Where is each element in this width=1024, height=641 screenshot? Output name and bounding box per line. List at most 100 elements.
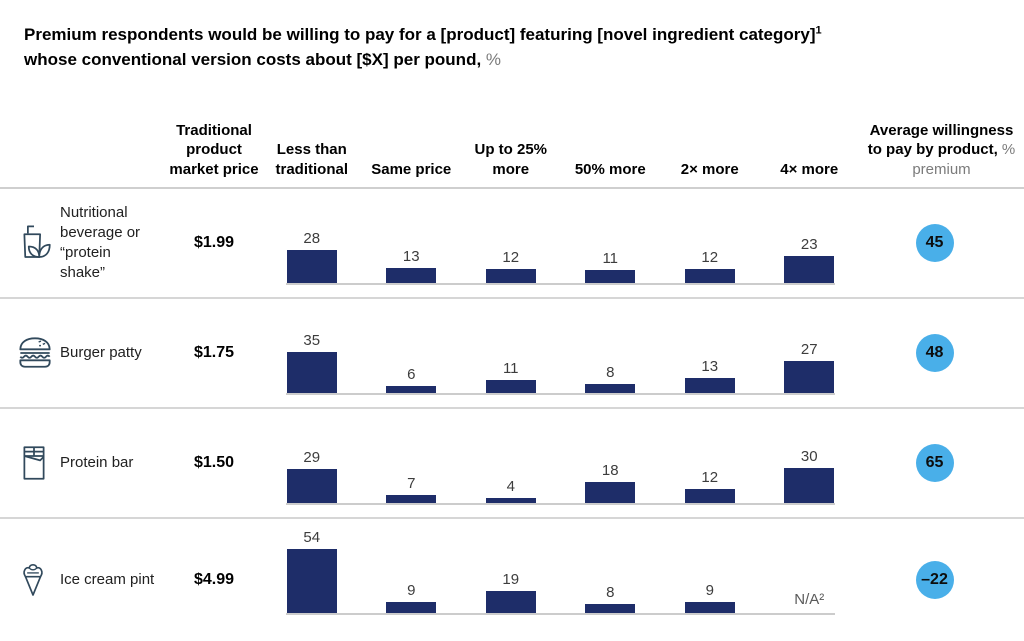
bar-cell: 8 <box>561 305 661 395</box>
bar <box>286 351 337 394</box>
bar-value-label: 13 <box>701 357 719 375</box>
bar-cell: 9 <box>660 525 760 615</box>
average-cell: –22 <box>859 561 1024 600</box>
bar-value-label: 12 <box>701 248 719 266</box>
na-label: N/A² <box>794 591 825 609</box>
title-unit: % <box>481 50 502 70</box>
bar <box>386 385 437 394</box>
bar <box>784 361 835 394</box>
bar-value-label: 35 <box>303 331 321 349</box>
bar-value-label: 8 <box>606 363 615 381</box>
price-value: $1.50 <box>193 454 235 472</box>
bar-value-label: 11 <box>602 250 619 268</box>
bar-value-label: 27 <box>800 341 818 359</box>
bar <box>585 603 636 614</box>
bar-cell: 12 <box>461 195 561 285</box>
bar-cell: 30 <box>760 415 860 505</box>
table-row: Nutritional beverage or “protein shake” … <box>0 189 1024 300</box>
bar-value-label: 9 <box>407 582 416 600</box>
bar <box>684 488 735 504</box>
bar-cell: 12 <box>660 195 760 285</box>
product-label: Nutritional beverage or “protein shake” <box>60 204 141 281</box>
bar <box>485 380 536 394</box>
average-badge: 48 <box>915 334 954 373</box>
bar-cell: 13 <box>660 305 760 395</box>
bar <box>286 468 337 504</box>
bar-value-label: 13 <box>402 247 420 265</box>
bar <box>585 270 636 284</box>
bar <box>286 549 337 614</box>
bars-area: 28 13 12 11 12 23 <box>262 195 860 286</box>
title-line-1: Premium respondents would be willing to … <box>24 24 822 45</box>
bar <box>684 377 735 394</box>
bars-area: 54 9 19 8 9 N/A² <box>262 525 860 616</box>
bar <box>386 602 437 614</box>
bar-value-label: 12 <box>701 468 719 486</box>
bar-cell: 28 <box>262 195 362 285</box>
table-body: Nutritional beverage or “protein shake” … <box>0 189 1024 641</box>
ice-cream-icon <box>0 557 60 603</box>
bar-value-label: 9 <box>705 582 714 600</box>
table-row: Burger patty $1.75 35 6 11 8 13 27 48 <box>0 299 1024 410</box>
average-badge: 45 <box>915 224 954 263</box>
bar <box>684 268 735 284</box>
title-line-2: whose conventional version costs about [… <box>24 50 502 70</box>
product-label: Protein bar <box>60 454 134 472</box>
bar-cell: 12 <box>660 415 760 505</box>
exhibit: Premium respondents would be willing to … <box>0 11 1024 621</box>
column-header-less-than-traditional: Less than traditional <box>275 141 348 179</box>
average-cell: 48 <box>859 334 1024 373</box>
bar-value-label: 7 <box>407 474 416 492</box>
column-header-market-price: Traditional product market price <box>169 121 259 179</box>
bar-value-label: 30 <box>800 447 818 465</box>
price-value: $4.99 <box>193 571 235 589</box>
product-label: Burger patty <box>60 344 142 362</box>
bar-value-label: 11 <box>502 360 519 378</box>
average-badge: 65 <box>915 444 954 483</box>
bars-area: 35 6 11 8 13 27 <box>262 305 860 396</box>
footnote-ref-1: 1 <box>815 24 822 37</box>
bar-cell: 35 <box>262 305 362 395</box>
bar-value-label: 12 <box>502 248 520 266</box>
bar-cell: 19 <box>461 525 561 615</box>
bar-value-label: 8 <box>606 583 615 601</box>
bar <box>585 383 636 394</box>
page-title: Premium respondents would be willing to … <box>0 11 1024 72</box>
bar <box>485 268 536 284</box>
bar-cell: 4 <box>461 415 561 505</box>
column-header-up-to-25-more: Up to 25% more <box>474 141 547 179</box>
column-header-2x-more: 2× more <box>680 161 739 179</box>
bar <box>286 250 337 284</box>
na-cell: N/A² <box>760 525 860 615</box>
average-badge: –22 <box>915 561 954 600</box>
bar-value-label: 6 <box>407 365 416 383</box>
bar-value-label: 29 <box>303 448 321 466</box>
bar-cell: 23 <box>760 195 860 285</box>
bar <box>585 481 636 504</box>
bar <box>386 267 437 284</box>
bar <box>485 498 536 504</box>
bar-cell: 7 <box>362 415 462 505</box>
table-row: Protein bar $1.50 29 7 4 18 12 30 65 <box>0 409 1024 520</box>
average-cell: 45 <box>859 224 1024 263</box>
protein-bar-icon <box>0 440 60 486</box>
bar-cell: 18 <box>561 415 661 505</box>
price-value: $1.75 <box>193 344 235 362</box>
bar-cell: 27 <box>760 305 860 395</box>
bars-area: 29 7 4 18 12 30 <box>262 415 860 506</box>
bar-value-label: 18 <box>601 461 619 479</box>
price-value: $1.99 <box>193 234 235 252</box>
column-header-average-willingness: Average willingness to pay by product, %… <box>867 121 1016 179</box>
bar <box>485 590 536 614</box>
column-header-same-price: Same price <box>371 161 452 179</box>
bar-cell: 13 <box>362 195 462 285</box>
bar <box>784 255 835 284</box>
column-header-average-unit: % premium <box>912 141 1016 179</box>
bar-cell: 6 <box>362 305 462 395</box>
column-header-4x-more: 4× more <box>780 161 839 179</box>
column-header-50-more: 50% more <box>574 161 646 179</box>
bar-value-label: 28 <box>303 230 321 248</box>
average-cell: 65 <box>859 444 1024 483</box>
bar-cell: 54 <box>262 525 362 615</box>
bar-cell: 9 <box>362 525 462 615</box>
